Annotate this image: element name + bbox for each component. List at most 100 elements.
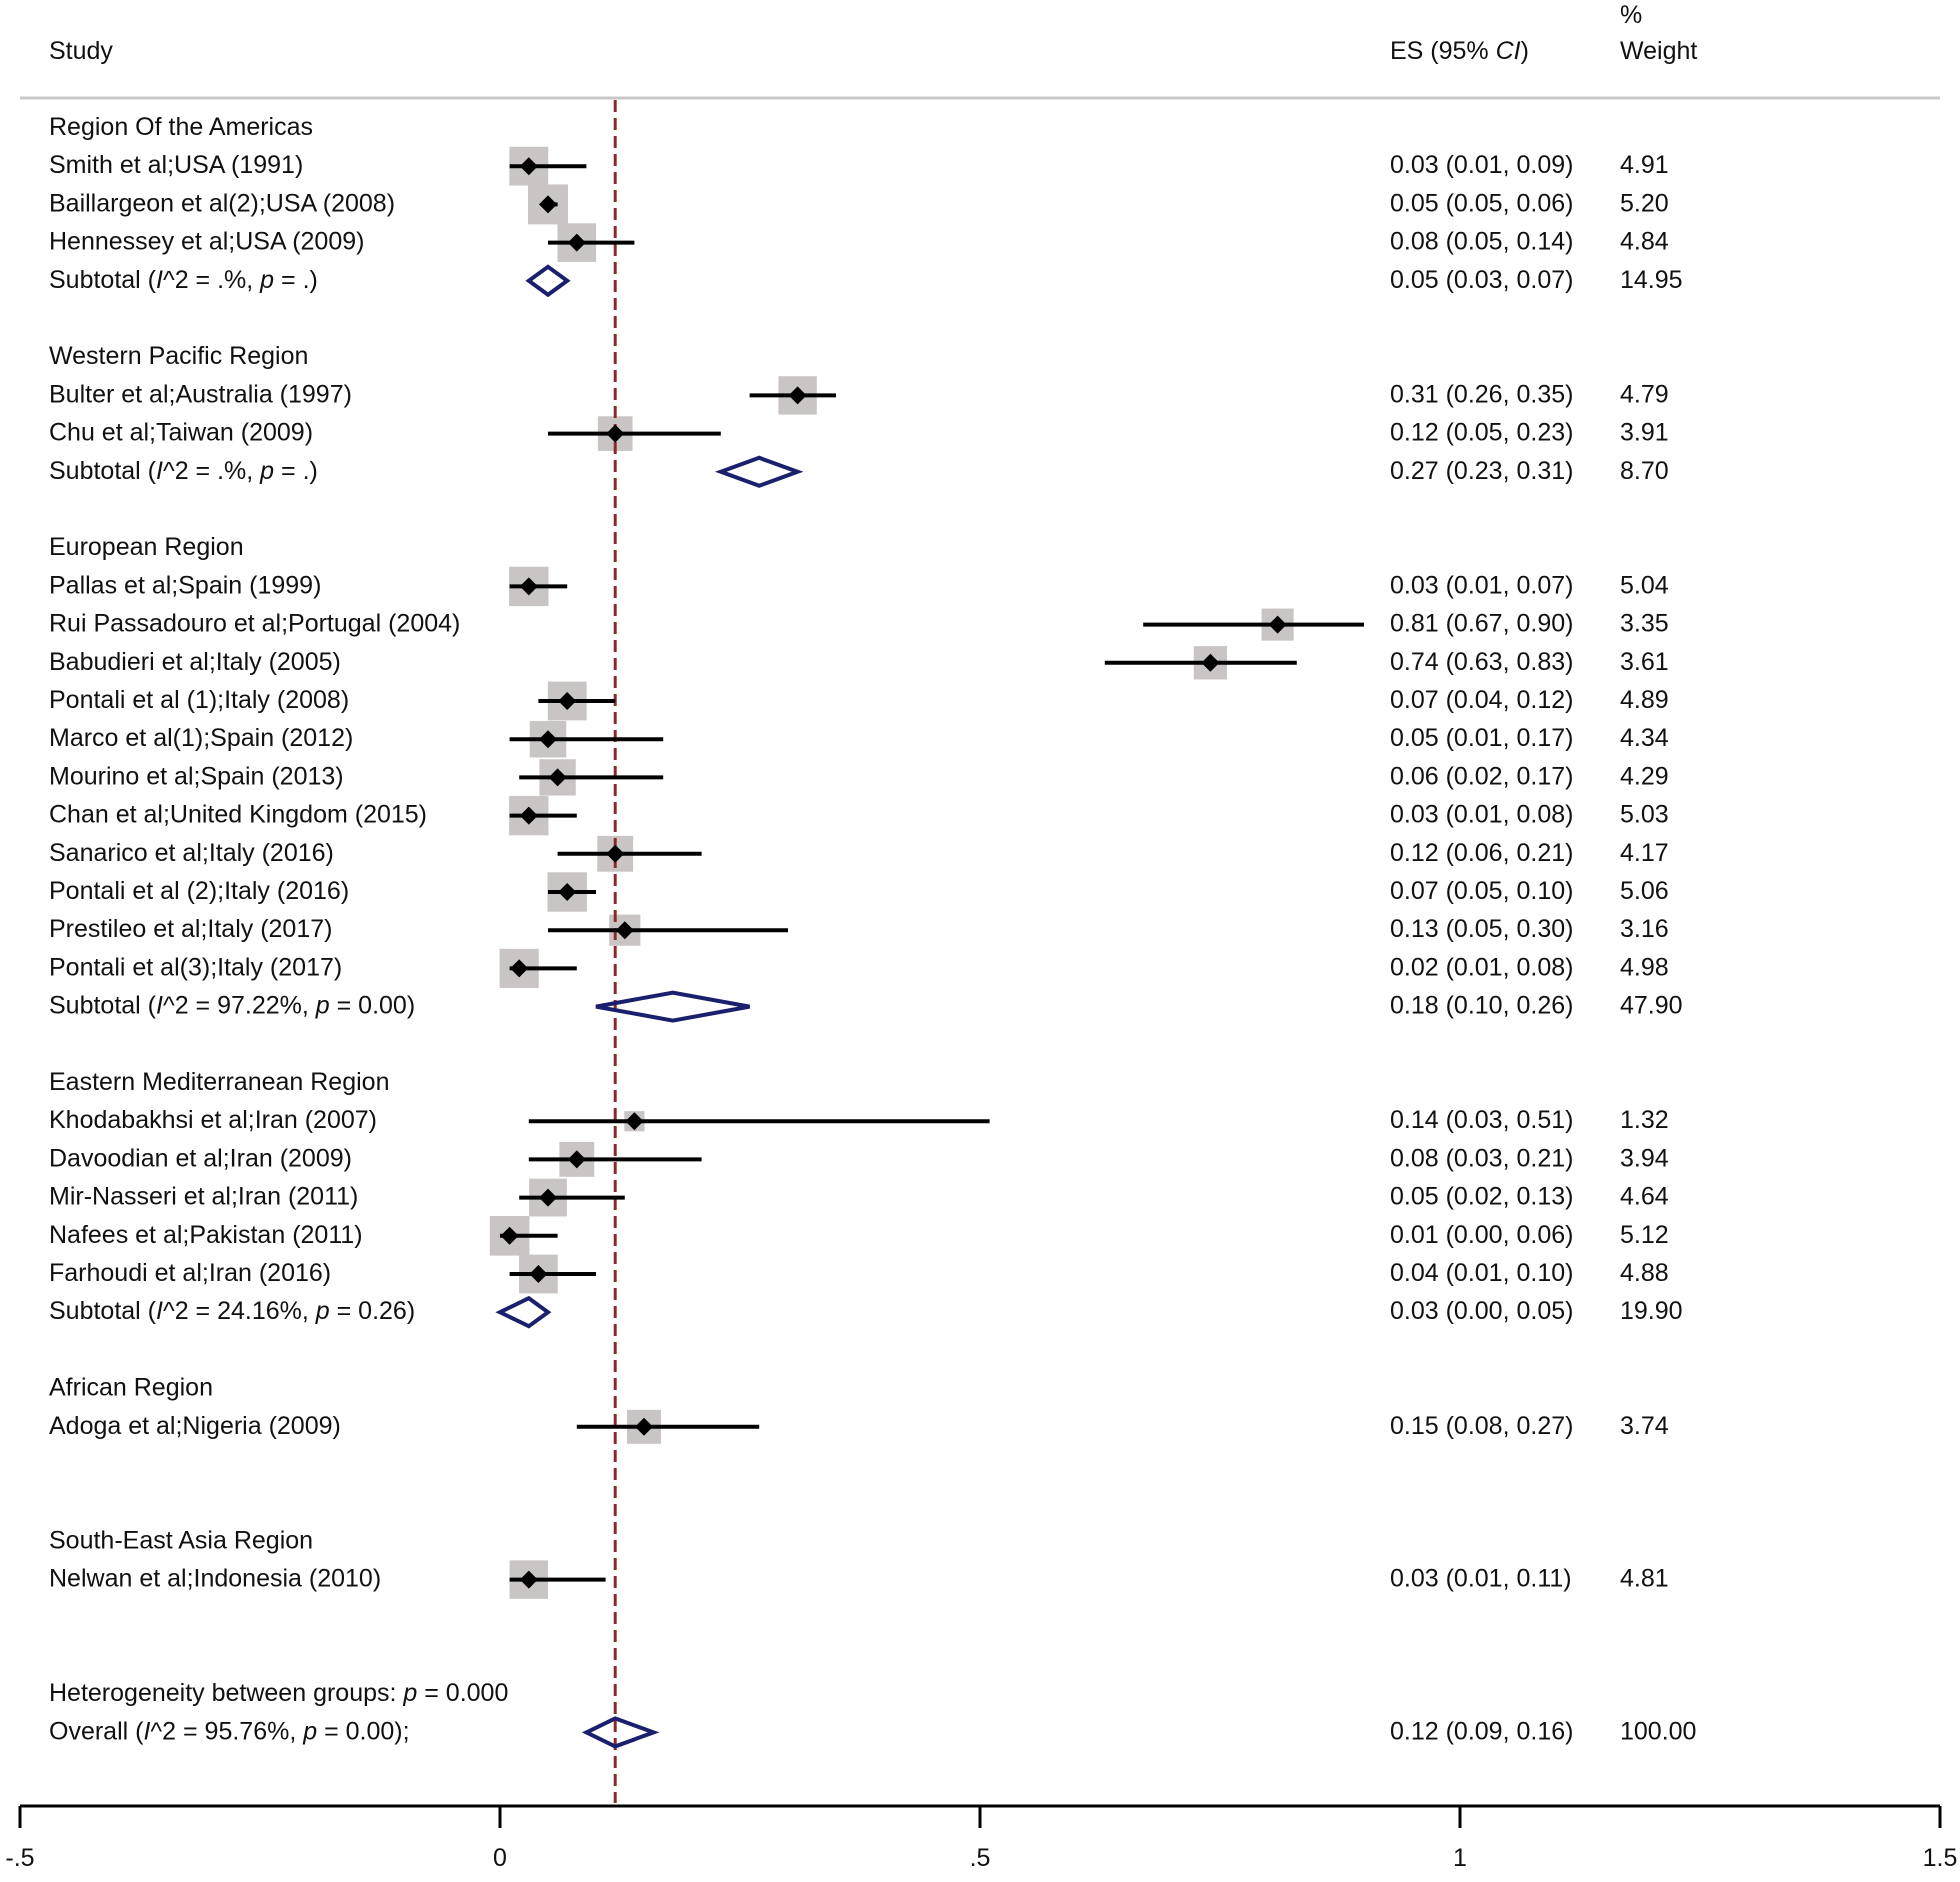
header-weight-percent: % bbox=[1620, 1, 1642, 29]
subtotal-diamond bbox=[595, 990, 750, 1023]
subtotal-es: 0.03 (0.00, 0.05) bbox=[1390, 1297, 1573, 1325]
weight-value: 5.12 bbox=[1620, 1220, 1669, 1248]
study-label: Pallas et al;Spain (1999) bbox=[49, 571, 321, 599]
study-label: Adoga et al;Nigeria (2009) bbox=[49, 1411, 341, 1439]
study-label: Davoodian et al;Iran (2009) bbox=[49, 1144, 352, 1172]
point-estimate bbox=[519, 577, 538, 596]
weight-value: 4.91 bbox=[1620, 151, 1669, 179]
es-value: 0.08 (0.05, 0.14) bbox=[1390, 227, 1573, 255]
weight-value: 1.32 bbox=[1620, 1106, 1669, 1134]
study-label: Chan et al;United Kingdom (2015) bbox=[49, 800, 427, 828]
point-estimate bbox=[539, 1188, 557, 1207]
weight-value: 4.89 bbox=[1620, 686, 1669, 714]
weight-value: 3.74 bbox=[1620, 1411, 1669, 1439]
subtotal-weight: 8.70 bbox=[1620, 456, 1669, 484]
point-estimate bbox=[635, 1417, 653, 1436]
es-value: 0.13 (0.05, 0.30) bbox=[1390, 915, 1573, 943]
study-label: Mourino et al;Spain (2013) bbox=[49, 762, 344, 790]
subtotal-diamond bbox=[525, 264, 571, 298]
subtotal-label: Subtotal (I^2 = .%, p = .) bbox=[49, 265, 318, 293]
weight-value: 5.03 bbox=[1620, 800, 1669, 828]
point-estimate bbox=[606, 844, 625, 863]
es-value: 0.05 (0.05, 0.06) bbox=[1390, 189, 1573, 217]
weight-value: 4.84 bbox=[1620, 227, 1669, 255]
subtotal-es: 0.05 (0.03, 0.07) bbox=[1390, 265, 1573, 293]
point-estimate bbox=[788, 386, 807, 405]
study-label: Mir-Nasseri et al;Iran (2011) bbox=[49, 1182, 358, 1210]
point-estimate bbox=[625, 1112, 644, 1131]
subtotal-label: Subtotal (I^2 = 97.22%, p = 0.00) bbox=[49, 991, 415, 1019]
point-estimate bbox=[606, 424, 625, 443]
weight-value: 4.17 bbox=[1620, 838, 1669, 866]
header-study: Study bbox=[49, 37, 113, 65]
x-tick-label: 1.5 bbox=[1923, 1844, 1958, 1872]
point-estimate bbox=[539, 195, 557, 214]
es-value: 0.12 (0.05, 0.23) bbox=[1390, 418, 1573, 446]
subtotal-es: 0.18 (0.10, 0.26) bbox=[1390, 991, 1573, 1019]
weight-value: 5.20 bbox=[1620, 189, 1669, 217]
subtotal-weight: 47.90 bbox=[1620, 991, 1683, 1019]
study-label: Rui Passadouro et al;Portugal (2004) bbox=[49, 609, 460, 637]
subtotal-es: 0.27 (0.23, 0.31) bbox=[1390, 456, 1573, 484]
overall-weight: 100.00 bbox=[1620, 1717, 1696, 1745]
point-estimate bbox=[558, 692, 577, 710]
study-label: Farhoudi et al;Iran (2016) bbox=[49, 1259, 331, 1287]
weight-value: 3.35 bbox=[1620, 609, 1669, 637]
study-label: Nafees et al;Pakistan (2011) bbox=[49, 1220, 363, 1248]
study-label: Chu et al;Taiwan (2009) bbox=[49, 418, 313, 446]
es-value: 0.03 (0.01, 0.09) bbox=[1390, 151, 1573, 179]
subtotal-diamond bbox=[495, 1295, 552, 1329]
subtotal-weight: 14.95 bbox=[1620, 265, 1683, 293]
group-title: Western Pacific Region bbox=[49, 342, 308, 370]
es-value: 0.08 (0.03, 0.21) bbox=[1390, 1144, 1573, 1172]
study-label: Pontali et al(3);Italy (2017) bbox=[49, 953, 342, 981]
study-label: Babudieri et al;Italy (2005) bbox=[49, 647, 341, 675]
group-title: South-East Asia Region bbox=[49, 1526, 313, 1554]
es-value: 0.03 (0.01, 0.07) bbox=[1390, 571, 1573, 599]
point-estimate bbox=[567, 233, 586, 252]
study-label: Bulter et al;Australia (1997) bbox=[49, 380, 352, 408]
weight-value: 3.16 bbox=[1620, 915, 1669, 943]
weight-value: 5.04 bbox=[1620, 571, 1669, 599]
es-value: 0.81 (0.67, 0.90) bbox=[1390, 609, 1573, 637]
es-value: 0.03 (0.01, 0.11) bbox=[1390, 1564, 1572, 1592]
es-value: 0.74 (0.63, 0.83) bbox=[1390, 647, 1573, 675]
weight-value: 4.34 bbox=[1620, 724, 1669, 752]
weight-value: 4.81 bbox=[1620, 1564, 1669, 1592]
point-estimate bbox=[1201, 653, 1220, 672]
point-estimate bbox=[539, 730, 557, 749]
point-estimate bbox=[519, 806, 538, 825]
heterogeneity-text: Heterogeneity between groups: p = 0.000 bbox=[49, 1679, 508, 1707]
x-tick-label: .5 bbox=[970, 1844, 991, 1872]
x-tick-label: 1 bbox=[1453, 1844, 1467, 1872]
x-tick-label: 0 bbox=[493, 1844, 507, 1872]
es-value: 0.03 (0.01, 0.08) bbox=[1390, 800, 1573, 828]
group-title: European Region bbox=[49, 533, 244, 561]
study-label: Pontali et al (1);Italy (2008) bbox=[49, 686, 349, 714]
weight-value: 4.64 bbox=[1620, 1182, 1669, 1210]
x-tick-label: -.5 bbox=[5, 1844, 34, 1872]
group-title: Eastern Mediterranean Region bbox=[49, 1068, 389, 1096]
study-label: Prestileo et al;Italy (2017) bbox=[49, 915, 332, 943]
point-estimate bbox=[558, 883, 577, 901]
point-estimate bbox=[548, 768, 567, 787]
header-weight: Weight bbox=[1620, 37, 1697, 65]
overall-diamond bbox=[581, 1716, 660, 1749]
es-value: 0.01 (0.00, 0.06) bbox=[1390, 1220, 1573, 1248]
overall-label: Overall (I^2 = 95.76%, p = 0.00); bbox=[49, 1717, 410, 1745]
point-estimate bbox=[1268, 615, 1287, 634]
study-label: Nelwan et al;Indonesia (2010) bbox=[49, 1564, 381, 1592]
es-value: 0.31 (0.26, 0.35) bbox=[1390, 380, 1573, 408]
subtotal-label: Subtotal (I^2 = 24.16%, p = 0.26) bbox=[49, 1297, 415, 1325]
es-value: 0.07 (0.04, 0.12) bbox=[1390, 686, 1573, 714]
overall-es: 0.12 (0.09, 0.16) bbox=[1390, 1717, 1573, 1745]
study-label: Marco et al(1);Spain (2012) bbox=[49, 724, 353, 752]
es-value: 0.12 (0.06, 0.21) bbox=[1390, 838, 1573, 866]
header-es: ES (95% CI) bbox=[1390, 37, 1529, 65]
es-value: 0.02 (0.01, 0.08) bbox=[1390, 953, 1573, 981]
study-label: Hennessey et al;USA (2009) bbox=[49, 227, 364, 255]
weight-value: 4.79 bbox=[1620, 380, 1669, 408]
point-estimate bbox=[529, 1265, 548, 1283]
point-estimate bbox=[519, 157, 538, 176]
